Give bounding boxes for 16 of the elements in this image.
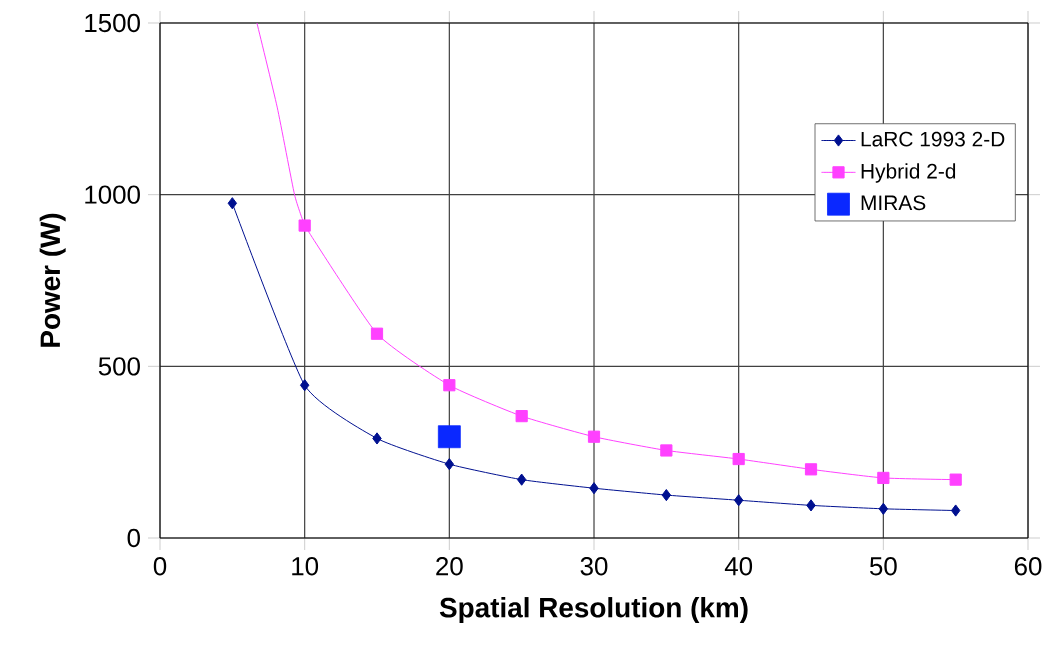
x-tick-label: 40 (724, 557, 753, 576)
x-tick-label: 10 (292, 557, 319, 576)
x-tick-label: 0 (153, 557, 167, 576)
x-tick-label: 50 (869, 557, 897, 576)
legend-label: Hybrid 2-d (861, 163, 956, 183)
y-tick-label: 1500 (85, 13, 140, 33)
x-tick-label: 30 (580, 557, 608, 576)
legend-label: MIRAS (861, 195, 926, 211)
y-tick-label: 500 (98, 357, 140, 376)
x-axis-title: Spatial Resolution (km) (439, 597, 748, 624)
x-tick-label: 60 (1014, 557, 1042, 576)
legend-label: LaRC 1993 2-D (861, 131, 1005, 147)
y-tick-label: 0 (127, 528, 140, 548)
x-tick-label: 20 (436, 557, 463, 576)
y-tick-label: 1000 (85, 185, 140, 204)
y-axis-title: Power (W) (39, 213, 66, 347)
